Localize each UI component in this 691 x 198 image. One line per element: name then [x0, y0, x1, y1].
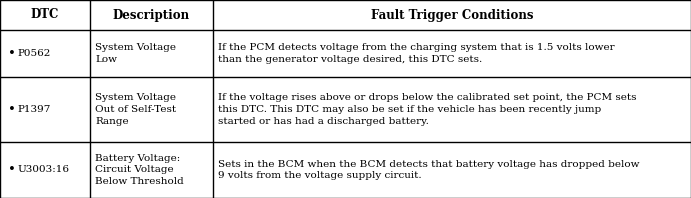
Text: System Voltage: System Voltage: [95, 93, 176, 102]
Text: Battery Voltage:: Battery Voltage:: [95, 154, 180, 163]
Text: Fault Trigger Conditions: Fault Trigger Conditions: [371, 9, 533, 22]
Text: If the PCM detects voltage from the charging system that is 1.5 volts lower: If the PCM detects voltage from the char…: [218, 43, 614, 52]
Text: than the generator voltage desired, this DTC sets.: than the generator voltage desired, this…: [218, 55, 482, 64]
Text: P1397: P1397: [17, 105, 50, 114]
Text: If the voltage rises above or drops below the calibrated set point, the PCM sets: If the voltage rises above or drops belo…: [218, 93, 636, 102]
Text: P0562: P0562: [17, 49, 50, 58]
Text: Range: Range: [95, 117, 129, 126]
Text: •: •: [8, 164, 16, 176]
Text: Description: Description: [113, 9, 190, 22]
Text: Circuit Voltage: Circuit Voltage: [95, 166, 173, 174]
Text: Out of Self-Test: Out of Self-Test: [95, 105, 176, 114]
Text: 9 volts from the voltage supply circuit.: 9 volts from the voltage supply circuit.: [218, 171, 422, 180]
Text: System Voltage: System Voltage: [95, 43, 176, 52]
Text: started or has had a discharged battery.: started or has had a discharged battery.: [218, 117, 429, 126]
Text: this DTC. This DTC may also be set if the vehicle has been recently jump: this DTC. This DTC may also be set if th…: [218, 105, 601, 114]
Text: Below Threshold: Below Threshold: [95, 177, 184, 186]
Text: Sets in the BCM when the BCM detects that battery voltage has dropped below: Sets in the BCM when the BCM detects tha…: [218, 160, 639, 169]
Text: Low: Low: [95, 55, 117, 64]
Text: •: •: [8, 103, 16, 116]
Text: U3003:16: U3003:16: [17, 166, 69, 174]
Text: DTC: DTC: [31, 9, 59, 22]
Text: •: •: [8, 47, 16, 60]
